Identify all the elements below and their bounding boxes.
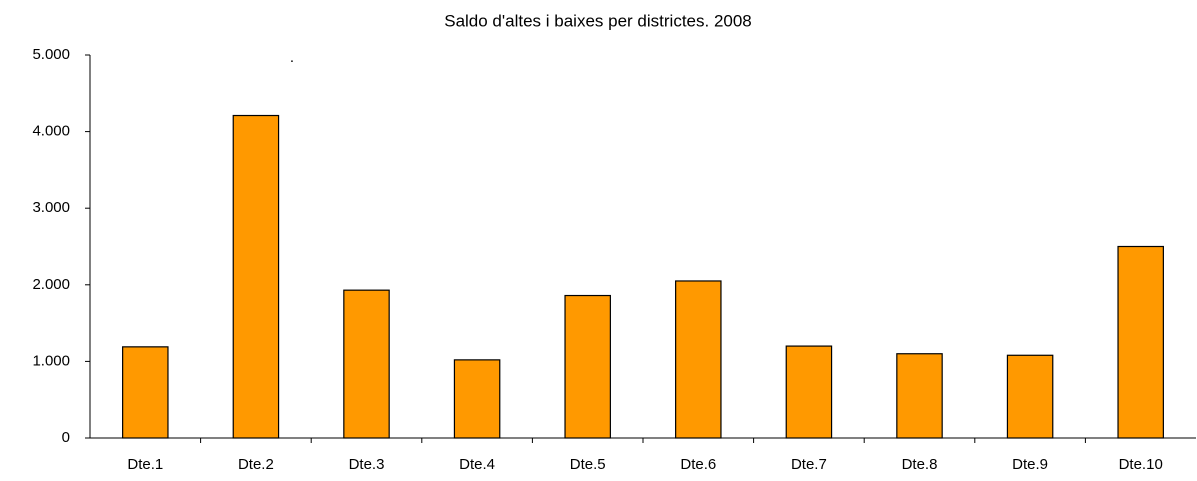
bar	[1006, 354, 1054, 439]
bar	[896, 353, 943, 439]
bar	[564, 294, 611, 439]
bar	[122, 346, 169, 439]
x-tick-label: Dte.9	[1012, 456, 1048, 473]
y-tick-label: 3.000	[32, 199, 70, 216]
bar	[453, 359, 501, 439]
y-tick-label: 2.000	[32, 276, 70, 293]
y-tick-label: 1.000	[32, 352, 70, 369]
y-tick-label: 4.000	[32, 123, 70, 140]
bar	[785, 345, 833, 439]
y-tick-label: 0	[62, 429, 70, 446]
x-tick-label: Dte.5	[570, 456, 606, 473]
x-tick-label: Dte.7	[791, 456, 827, 473]
y-tick-label: 5.000	[32, 46, 70, 63]
x-tick-label: Dte.6	[680, 456, 716, 473]
x-tick-label: Dte.3	[349, 456, 385, 473]
x-tick-label: Dte.8	[902, 456, 938, 473]
x-tick-label: Dte.2	[238, 456, 274, 473]
bar	[232, 114, 280, 439]
bar	[343, 289, 390, 439]
x-tick-label: Dte.10	[1119, 456, 1163, 473]
bar	[1117, 245, 1164, 439]
x-tick-label: Dte.4	[459, 456, 495, 473]
bar	[675, 280, 722, 439]
annotation: .	[290, 49, 294, 66]
chart-title: Saldo d'altes i baixes per districtes. 2…	[444, 11, 752, 30]
x-tick-label: Dte.1	[127, 456, 163, 473]
